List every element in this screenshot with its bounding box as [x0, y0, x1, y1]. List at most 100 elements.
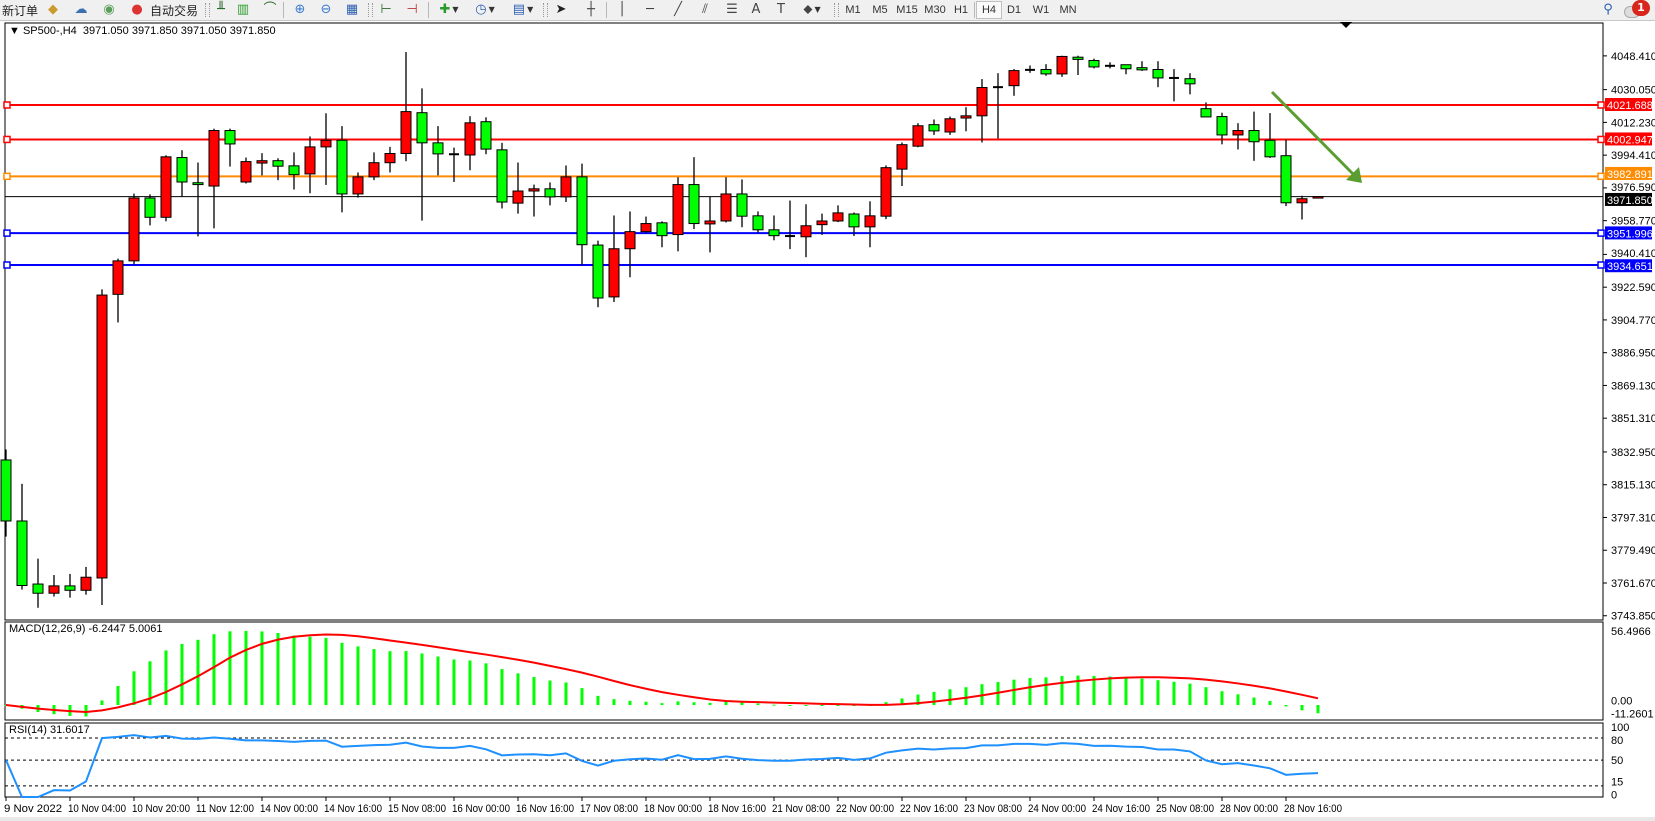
- macd-histogram-bar: [1060, 676, 1064, 705]
- bull-candle: [624, 231, 636, 250]
- macd-histogram-bar: [1204, 687, 1208, 705]
- bull-candle: [832, 212, 844, 222]
- bull-candle: [912, 125, 924, 147]
- text-icon[interactable]: A: [751, 2, 761, 17]
- bull-candle: [1296, 198, 1308, 204]
- price-tick-label: 3815.130: [1611, 480, 1655, 492]
- macd-histogram-bar: [132, 671, 136, 705]
- bull-candle: [864, 215, 876, 228]
- macd-histogram-bar: [1300, 705, 1304, 711]
- period-m30-button[interactable]: M30: [924, 4, 946, 16]
- period-h1-button[interactable]: H1: [953, 4, 969, 16]
- tile-windows-icon[interactable]: ▦: [345, 2, 359, 17]
- bull-candle: [160, 156, 172, 218]
- horizontal-line-icon[interactable]: ─: [646, 2, 654, 17]
- macd-histogram-bar: [676, 701, 680, 705]
- line-anchor-handle: [1597, 229, 1605, 237]
- bull-candle: [704, 220, 716, 225]
- bear-candle: [1200, 108, 1212, 118]
- period-mn-button[interactable]: MN: [1059, 4, 1077, 16]
- macd-pane: [4, 630, 1320, 717]
- price-tick-label: 3958.770: [1611, 215, 1655, 227]
- macd-histogram-bar: [484, 663, 488, 705]
- macd-histogram-bar: [372, 649, 376, 705]
- bear-candle: [544, 188, 556, 198]
- macd-histogram-bar: [532, 676, 536, 705]
- metaeditor-icon[interactable]: ◆: [48, 2, 58, 17]
- price-tick-label: 3761.670: [1611, 578, 1655, 590]
- time-tick-label: 25 Nov 08:00: [1156, 803, 1214, 815]
- bar-chart-icon[interactable]: ╨: [217, 2, 225, 17]
- chart-shift-icon[interactable]: ⊣: [406, 2, 418, 17]
- trendline-icon[interactable]: ╱: [674, 2, 682, 17]
- macd-histogram-bar: [708, 702, 712, 705]
- macd-histogram-bar: [756, 703, 760, 705]
- bear-candle: [0, 459, 12, 522]
- period-m15-button[interactable]: M15: [896, 4, 918, 16]
- toolbar: 新订单 ◆ ☁ ◉ ● 自动交易 ╨ ▥ ⌒ ⊕ ⊖ ▦ ⊢ ⊣ ✚ ▼ ◷ ▼ ▤…: [0, 0, 1655, 21]
- macd-histogram-bar: [292, 635, 296, 705]
- signal-icon[interactable]: ◉: [103, 2, 115, 17]
- bear-candle: [1088, 59, 1100, 68]
- bear-candle: [1248, 130, 1260, 143]
- crosshair-icon[interactable]: ┼: [587, 2, 595, 17]
- bear-candle: [336, 139, 348, 195]
- zoom-out-icon[interactable]: ⊖: [320, 2, 332, 17]
- equidistant-channel-icon[interactable]: ⫽: [702, 2, 708, 17]
- fibonacci-icon[interactable]: ☰: [726, 2, 738, 17]
- period-d1-button[interactable]: D1: [1006, 4, 1022, 16]
- bull-candle: [640, 223, 652, 233]
- candlestick-icon[interactable]: ▥: [236, 2, 250, 17]
- macd-axis-label: -11.2601: [1611, 709, 1654, 721]
- macd-histogram-bar: [260, 631, 264, 705]
- period-w1-button[interactable]: W1: [1032, 4, 1050, 16]
- vertical-line-icon[interactable]: │: [618, 2, 626, 17]
- toolbar-grip[interactable]: [205, 3, 210, 17]
- bear-candle: [1184, 78, 1196, 85]
- line-chart-icon[interactable]: ⌒: [263, 2, 277, 17]
- arrows-icon[interactable]: ⬥ ▼: [803, 2, 821, 17]
- auto-trading-button[interactable]: 自动交易: [149, 3, 198, 18]
- macd-histogram-bar: [356, 646, 360, 705]
- bull-candle: [208, 130, 220, 187]
- macd-histogram-bar: [1012, 679, 1016, 705]
- bear-candle: [64, 585, 76, 591]
- zoom-in-icon[interactable]: ⊕: [294, 2, 306, 17]
- new-order-button[interactable]: 新订单: [1, 3, 38, 18]
- period-m5-button[interactable]: M5: [872, 4, 888, 16]
- search-icon[interactable]: ⚲: [1603, 2, 1613, 17]
- rsi-axis-label: 100: [1611, 722, 1629, 734]
- horizontal-lines: 4021.688 4002.947 3982.891 3951.996 3934.651…: [3, 98, 1653, 273]
- macd-histogram-bar: [740, 702, 744, 705]
- price-line-label-bg: [1605, 226, 1652, 240]
- bull-candle: [1056, 55, 1068, 75]
- bear-candle: [416, 112, 428, 144]
- text-label-icon[interactable]: T: [777, 2, 785, 17]
- bull-candle: [1312, 196, 1324, 199]
- period-m1-button[interactable]: M1: [845, 4, 861, 16]
- period-h4-button[interactable]: H4: [976, 1, 1002, 19]
- periods-icon[interactable]: ◷ ▼: [475, 2, 495, 17]
- macd-histogram-bar: [180, 644, 184, 705]
- macd-histogram-bar: [596, 695, 600, 705]
- bear-candle: [848, 213, 860, 228]
- bull-candle: [128, 197, 140, 262]
- notification-badge[interactable]: 1: [1632, 0, 1650, 16]
- time-tick-label: 18 Nov 00:00: [644, 803, 702, 815]
- price-tick-label: 3904.770: [1611, 315, 1655, 327]
- autotrading-icon[interactable]: ●: [131, 2, 143, 17]
- candlesticks: [0, 52, 1324, 608]
- macd-histogram-bar: [148, 661, 152, 705]
- cursor-icon[interactable]: ➤: [555, 2, 567, 17]
- macd-histogram-bar: [164, 650, 168, 705]
- macd-histogram-bar: [228, 631, 232, 705]
- cloud-icon[interactable]: ☁: [74, 2, 88, 17]
- templates-icon[interactable]: ▤ ▼: [512, 2, 534, 17]
- line-anchor-handle: [1597, 172, 1605, 181]
- macd-histogram-bar: [116, 686, 120, 705]
- indicators-icon[interactable]: ✚ ▼: [439, 2, 459, 17]
- price-tick-label: 3779.490: [1611, 545, 1655, 557]
- auto-scroll-icon[interactable]: ⊢: [380, 2, 392, 17]
- chart-menu-triangle-icon[interactable]: ▼: [9, 25, 23, 37]
